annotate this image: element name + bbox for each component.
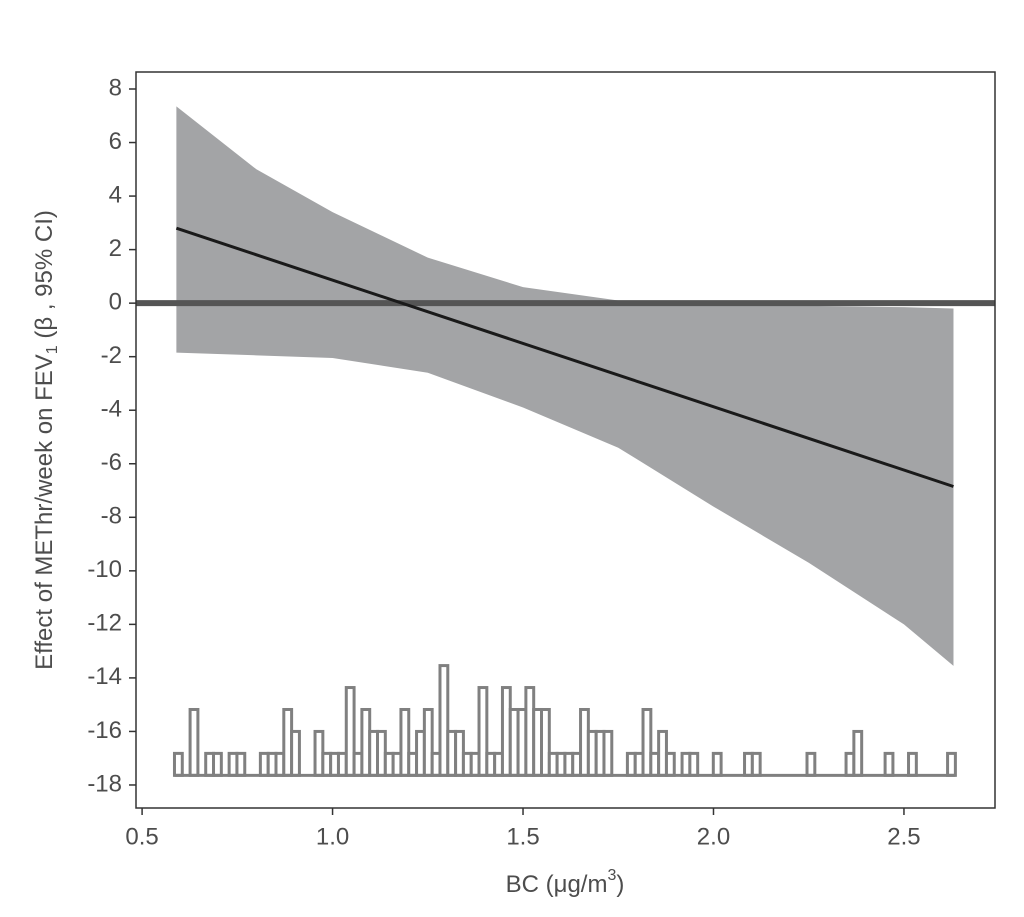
histogram-bar bbox=[664, 751, 676, 777]
x-tick-label: 2.5 bbox=[887, 823, 920, 850]
histogram-bar bbox=[852, 729, 864, 777]
x-label-end: ) bbox=[616, 871, 624, 898]
histogram-bar bbox=[188, 707, 200, 777]
histogram-bar bbox=[235, 751, 247, 777]
y-label-main: Effect of METhr/week on FEV bbox=[31, 354, 58, 670]
x-tick-label: 0.5 bbox=[125, 823, 158, 850]
histogram-bar bbox=[172, 751, 184, 777]
x-label-sup: 3 bbox=[607, 867, 616, 884]
histogram-bar bbox=[907, 751, 918, 777]
histogram-bar bbox=[750, 751, 762, 777]
y-tick-label: 4 bbox=[109, 181, 122, 208]
y-axis-label: Effect of METhr/week on FEV1 (β , 95% CI… bbox=[31, 210, 61, 670]
plot-frame bbox=[135, 71, 996, 809]
y-label-end: (β , 95% CI) bbox=[31, 210, 58, 345]
fit-line bbox=[175, 226, 954, 488]
x-label-main: BC (μg/m bbox=[506, 871, 608, 898]
y-tick-label: -10 bbox=[87, 556, 122, 583]
y-tick-label: 8 bbox=[109, 74, 122, 101]
histogram-bar bbox=[602, 729, 614, 777]
histogram-bar bbox=[290, 729, 301, 777]
x-tick-label: 2.0 bbox=[697, 823, 730, 850]
y-tick-label: -4 bbox=[101, 396, 122, 423]
y-label-sub: 1 bbox=[44, 345, 61, 354]
y-tick-label: -16 bbox=[87, 717, 122, 744]
y-tick-label: -6 bbox=[101, 449, 122, 476]
histogram-bar bbox=[711, 751, 723, 777]
histogram-bar bbox=[946, 751, 957, 777]
y-tick-label: -12 bbox=[87, 610, 122, 637]
y-tick-label: -14 bbox=[87, 663, 122, 690]
histogram-bar bbox=[688, 751, 700, 777]
y-tick-label: -8 bbox=[101, 503, 122, 530]
y-tick-label: -18 bbox=[87, 770, 122, 797]
y-tick-label: -2 bbox=[101, 342, 122, 369]
histogram-bar bbox=[805, 751, 817, 777]
x-tick-label: 1.0 bbox=[316, 823, 349, 850]
histogram-bar bbox=[883, 751, 895, 777]
histogram-bar bbox=[212, 751, 223, 777]
x-axis-label: BC (μg/m3) bbox=[506, 867, 625, 898]
x-tick-label: 1.5 bbox=[506, 823, 539, 850]
y-tick-label: 6 bbox=[109, 128, 122, 155]
confidence-band bbox=[176, 106, 954, 666]
y-tick-label: 0 bbox=[109, 288, 122, 315]
y-tick-label: 2 bbox=[109, 235, 122, 262]
